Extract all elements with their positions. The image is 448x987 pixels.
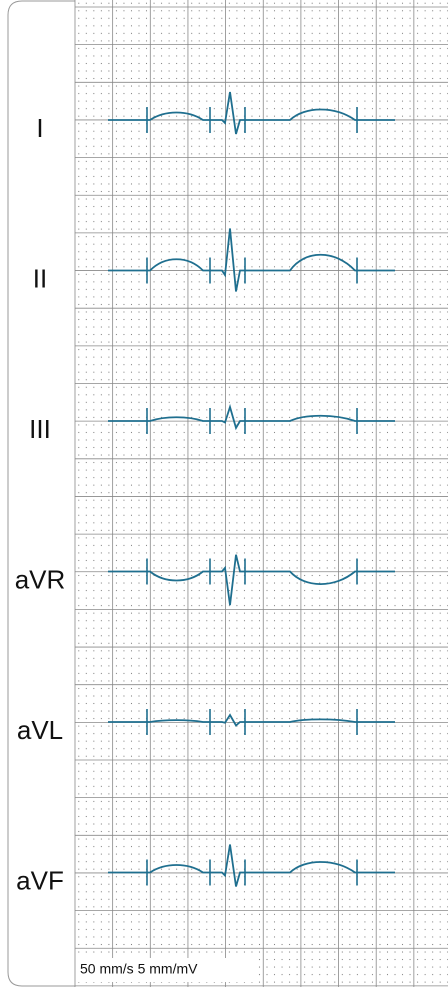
lead-label: aVL — [17, 715, 63, 745]
ecg-trace — [108, 91, 395, 135]
lead-label: II — [33, 263, 47, 293]
lead-label: aVF — [16, 865, 64, 895]
minor-grid — [75, 0, 448, 987]
lead-label: aVR — [15, 564, 66, 594]
lead-label: III — [29, 414, 51, 444]
lead-label: I — [36, 113, 43, 143]
ecg-trace — [108, 713, 395, 727]
ecg-trace — [108, 228, 395, 292]
panel-border — [7, 0, 75, 987]
waveforms — [108, 91, 395, 887]
footer-bg — [76, 958, 256, 982]
ecg-trace — [108, 554, 395, 606]
footer-text: 50 mm/s 5 mm/mV — [80, 961, 198, 977]
ecg-trace — [108, 844, 395, 887]
ecg-trace — [108, 403, 395, 431]
